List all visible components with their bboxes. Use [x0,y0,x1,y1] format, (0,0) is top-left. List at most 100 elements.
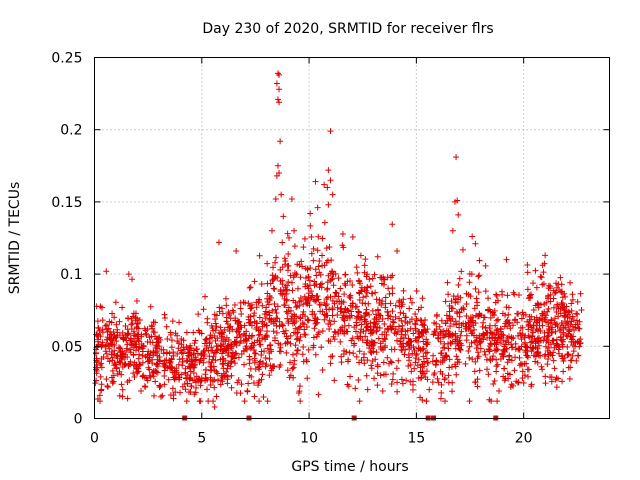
data-point [376,300,383,307]
data-point [219,310,226,317]
data-point [152,344,159,351]
data-point [270,264,277,271]
data-point [289,365,296,372]
data-point [285,262,292,269]
data-point [300,301,307,308]
data-point [268,227,275,234]
data-point [289,351,296,358]
data-point [508,335,515,342]
data-point [443,312,450,319]
data-point [559,288,566,295]
data-point [326,243,333,250]
data-point [293,350,300,357]
data-point [255,296,262,303]
data-point [335,330,342,337]
data-point [558,320,565,327]
data-point [256,314,263,321]
data-point [553,309,560,316]
data-point [388,381,395,388]
data-point [261,311,268,318]
data-point [266,309,273,316]
data-point [98,360,105,367]
data-point [370,342,377,349]
data-point [431,370,438,377]
data-point [251,278,258,285]
data-point [282,340,289,347]
data-point [395,357,402,364]
data-point [131,330,138,337]
data-point [541,353,548,360]
data-point [399,325,406,332]
data-point [127,346,134,353]
data-point [246,319,253,326]
data-point [171,376,178,383]
data-point [371,271,378,278]
data-point [396,297,403,304]
data-point [125,363,132,370]
data-point [150,373,157,380]
data-point [266,372,273,379]
data-point [469,233,476,240]
data-point [487,329,494,336]
data-point [412,321,419,328]
data-point [433,357,440,364]
data-point [172,389,179,396]
data-point [98,381,105,388]
data-point [272,306,279,313]
data-point [311,325,318,332]
data-point [473,345,480,352]
data-point [254,320,261,327]
data-point [251,350,258,357]
data-point [476,272,483,279]
data-point [256,398,263,405]
data-point [373,314,380,321]
data-point [136,362,143,369]
data-point [327,321,334,328]
data-point [135,355,142,362]
data-point [195,327,202,334]
data-point [570,348,577,355]
data-point [364,339,371,346]
data-point [574,321,581,328]
data-point [545,344,552,351]
data-point [575,352,582,359]
data-point [180,337,187,344]
data-point [396,315,403,322]
data-point [347,295,354,302]
data-point [157,382,164,389]
data-point [505,311,512,318]
data-point [439,358,446,365]
data-point [456,275,463,282]
data-point [274,303,281,310]
data-point [541,260,548,267]
data-point [160,360,167,367]
data-point [408,368,415,375]
data-point [442,298,449,305]
data-point [485,295,492,302]
data-point [385,326,392,333]
data-point [452,295,459,302]
data-point [508,357,515,364]
data-point [562,293,569,300]
data-point [316,257,323,264]
data-point [175,340,182,347]
data-point [331,328,338,335]
data-point [266,316,273,323]
data-point [277,278,284,285]
data-point [517,360,524,367]
data-point [299,319,306,326]
data-point [556,350,563,357]
data-point [420,345,427,352]
data-point [500,332,507,339]
data-point [361,262,368,269]
data-point [308,250,315,257]
data-point [484,307,491,314]
data-point [179,355,186,362]
data-point [321,299,328,306]
data-point [310,257,317,264]
data-point [363,323,370,330]
data-point [274,96,281,103]
data-point [347,373,354,380]
data-point [550,304,557,311]
